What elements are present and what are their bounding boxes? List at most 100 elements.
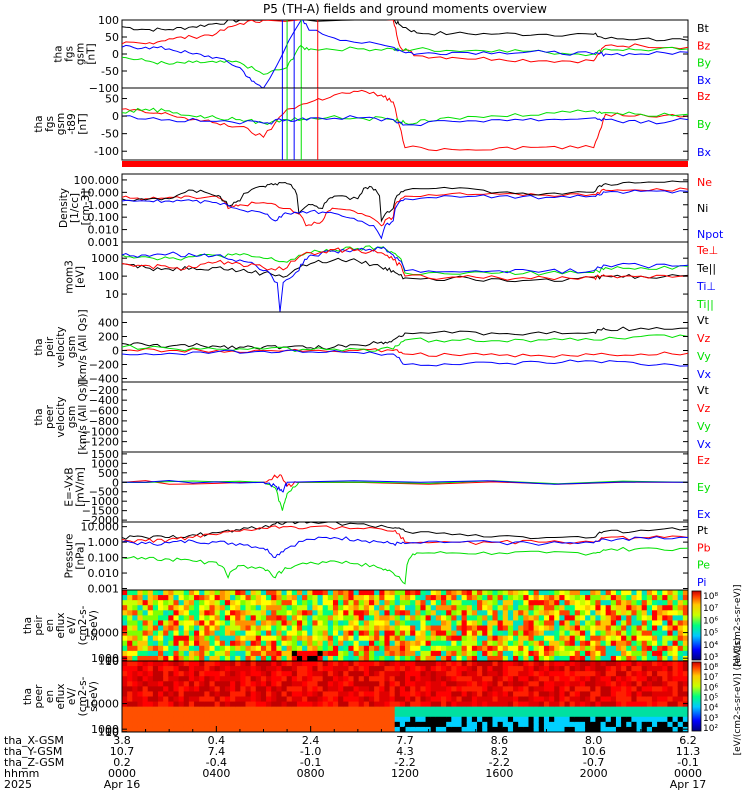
- peer_spec-cell: [425, 676, 432, 682]
- peer_spec-cell: [435, 711, 442, 718]
- peer_spec-cell: [276, 681, 283, 687]
- peir_spec-cell: [410, 645, 416, 652]
- peer_spec-y-tick-label: 10000: [84, 698, 119, 711]
- peer_spec-cell: [240, 726, 247, 732]
- peir_spec-cell: [122, 595, 128, 601]
- peir_spec-cell: [199, 600, 205, 606]
- peir_spec-cell: [307, 630, 313, 637]
- peir_spec-cell: [513, 645, 519, 652]
- peer_spec-cell: [332, 676, 339, 682]
- peer_spec-cell: [343, 671, 349, 677]
- peir_spec-cell: [410, 635, 416, 642]
- peir_spec-cell: [502, 635, 509, 642]
- peir_spec-cell: [502, 655, 509, 661]
- peir_spec-cell: [209, 620, 216, 627]
- peer_spec-cell: [137, 706, 144, 713]
- pressure-legend-Pt: Pt: [697, 524, 709, 537]
- peir_spec-cell: [322, 620, 329, 627]
- peer_spec-cell: [394, 686, 401, 693]
- peir_spec-cell: [266, 625, 272, 632]
- peer_spec-cell: [410, 716, 416, 723]
- peir_spec-cell: [554, 635, 560, 642]
- peer_spec-cell: [420, 706, 427, 713]
- peir_spec-cell: [276, 620, 283, 627]
- efield-y-tick-label: −500: [89, 486, 119, 499]
- peir_spec-cell: [461, 630, 468, 637]
- peer_spec-cell: [523, 666, 530, 672]
- density-legend-Npot: Npot: [697, 228, 724, 241]
- peer_spec-cell: [682, 716, 688, 723]
- peir_spec-cell: [533, 620, 540, 627]
- peer_spec-cell: [487, 706, 494, 713]
- peir_spec-cell: [147, 595, 154, 601]
- peer_spec-cell: [538, 711, 545, 718]
- peir_spec-cell: [343, 645, 349, 652]
- peer_spec-cell: [204, 676, 211, 682]
- peir_spec-cell: [579, 650, 586, 657]
- peer_spec-cell: [224, 721, 231, 728]
- peer_spec-cell: [271, 671, 277, 677]
- peer_spec-cell: [260, 661, 267, 667]
- peir_spec-cell: [435, 645, 442, 652]
- peer_spec-cell: [235, 716, 241, 723]
- peir_spec-cell: [615, 625, 622, 632]
- peir_spec-cell: [399, 655, 406, 661]
- peer_spec-cell: [477, 666, 483, 672]
- peer_spec-cell: [677, 696, 684, 703]
- peir_vel-y-label-line: peir: [44, 336, 56, 357]
- peir_spec-cell: [497, 650, 504, 657]
- peir_spec-cell: [667, 645, 674, 652]
- peir_spec-cell: [158, 620, 164, 627]
- peir_spec-cell: [425, 635, 432, 642]
- peer_spec-cell: [528, 691, 535, 698]
- peir_spec-cell: [590, 635, 596, 642]
- peir_spec-cell: [564, 595, 571, 601]
- peer_spec-cell: [163, 696, 169, 703]
- peer_spec-cell: [574, 726, 581, 732]
- peer_spec-y-tick-label: 100: [98, 726, 119, 739]
- peir_spec-cell: [682, 645, 688, 652]
- efield-series-Ex: [122, 479, 688, 493]
- peir_spec-cell: [363, 610, 370, 616]
- peir_spec-cell: [528, 610, 535, 616]
- peer_spec-cell: [168, 661, 175, 667]
- peir_spec-cell: [317, 610, 324, 616]
- peir_spec-cell: [399, 625, 406, 632]
- peer_spec-cell: [338, 661, 344, 667]
- peir_spec-cell: [152, 640, 159, 647]
- peir_spec-cell: [682, 620, 688, 627]
- peer_spec-cell: [317, 721, 324, 728]
- peer_spec-cell: [430, 671, 437, 677]
- peer_spec-cell: [641, 716, 648, 723]
- peir_spec-cell: [374, 595, 380, 601]
- peer_spec-cell: [389, 706, 396, 713]
- peir_spec-cell: [574, 595, 581, 601]
- peir_spec-cell: [379, 605, 386, 611]
- peir_spec-cell: [657, 655, 663, 661]
- peer_spec-colorbar-tick: 10³: [703, 714, 718, 724]
- peer_spec-cell: [466, 711, 473, 718]
- peer_spec-cell: [451, 681, 458, 687]
- peir_spec-cell: [271, 610, 277, 616]
- peer_spec-cell: [250, 696, 257, 703]
- peir_spec-cell: [600, 655, 607, 661]
- peir_spec-cell: [183, 600, 190, 606]
- peer_spec-cell: [497, 666, 504, 672]
- peer_spec-cell: [641, 681, 648, 687]
- peer_spec-cell: [158, 671, 164, 677]
- peir_spec-cell: [482, 595, 488, 601]
- peir_spec-cell: [446, 610, 452, 616]
- peer_spec-cell: [471, 671, 478, 677]
- peir_spec-cell: [579, 645, 586, 652]
- peer_spec-cell: [579, 666, 586, 672]
- peir_spec-cell: [276, 640, 283, 647]
- peir_spec-cell: [523, 595, 530, 601]
- peer_spec-cell: [399, 711, 406, 718]
- pressure-lines: [122, 522, 688, 585]
- peir_spec-cell: [178, 595, 185, 601]
- peir_spec-cell: [363, 640, 370, 647]
- peir_spec-cell: [502, 650, 509, 657]
- pressure-y-tick-label: 0.001: [88, 583, 120, 596]
- peir_spec-cell: [353, 635, 360, 642]
